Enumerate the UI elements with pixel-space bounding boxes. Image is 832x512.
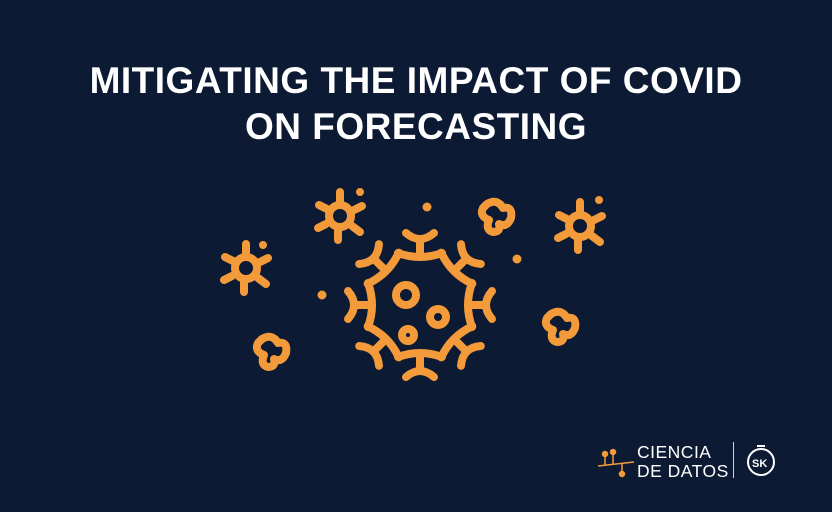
small-virus: [314, 188, 366, 244]
brand-logo: CIENCIA DE DATOS: [637, 443, 729, 481]
particles: [259, 188, 603, 300]
page-title: MITIGATING THE IMPACT OF COVID ON FORECA…: [0, 58, 832, 150]
brand-line-1: CIENCIA: [637, 442, 712, 462]
title-line-1: MITIGATING THE IMPACT OF COVID: [89, 60, 743, 101]
stopwatch-icon: SK: [747, 445, 775, 476]
data-tree-icon: [597, 448, 635, 478]
brand-line-2: DE DATOS: [637, 461, 729, 481]
big-virus: [348, 229, 492, 377]
blob-virus: [477, 197, 516, 236]
logo-divider: [733, 442, 734, 478]
title-line-2: ON FORECASTING: [244, 106, 588, 147]
svg-text:SK: SK: [752, 458, 767, 470]
